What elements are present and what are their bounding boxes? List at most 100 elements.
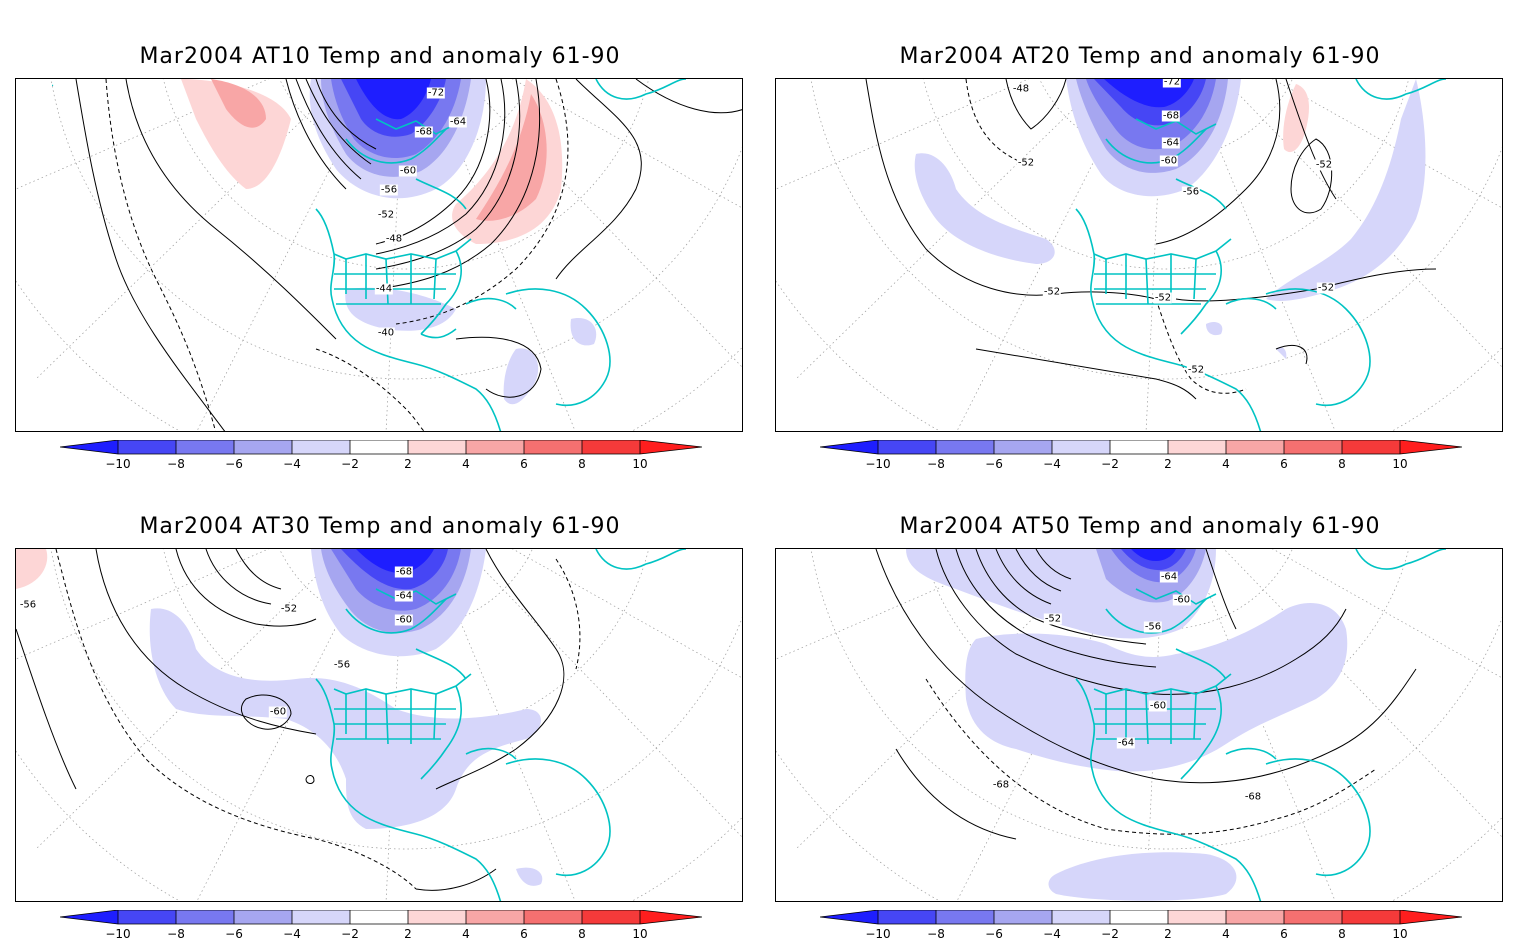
contour-label: -52 (1186, 364, 1206, 376)
colorbar-tick: −6 (225, 457, 243, 471)
panel-title: Mar2004 AT50 Temp and anomaly 61-90 (899, 514, 1381, 539)
contour-label: -48 (1011, 83, 1031, 95)
colorbar-tick: 10 (632, 457, 648, 471)
map-svg (16, 549, 742, 901)
map-at30: -56 -68 -64 -60 -52 -56 -60 (15, 548, 743, 902)
contour-label: -40 (376, 327, 396, 339)
panel-title: Mar2004 AT30 Temp and anomaly 61-90 (139, 514, 621, 539)
contour-label: -60 (1172, 594, 1192, 606)
anomaly-shading (906, 549, 1348, 901)
map-svg: · (16, 79, 742, 431)
coastlines (1075, 79, 1447, 431)
colorbar-tick: 2 (404, 927, 412, 941)
contour-label: -64 (1159, 571, 1179, 583)
panel-title: Mar2004 AT10 Temp and anomaly 61-90 (139, 44, 621, 69)
contour-label: -52 (1153, 292, 1173, 304)
colorbar: −10 −8 −6 −4 −2 2 4 6 8 10 (60, 440, 702, 471)
contour-label: -72 (426, 87, 446, 99)
colorbar-tick: 4 (1222, 457, 1230, 471)
colorbar: −10 −8 −6 −4 −2 2 4 6 8 10 (820, 440, 1462, 471)
colorbar-tick: 8 (1338, 927, 1346, 941)
colorbar-tick: 10 (1392, 457, 1408, 471)
contour-label: -56 (1143, 621, 1163, 633)
colorbar-svg (820, 910, 1462, 925)
colorbar-tick: 2 (404, 457, 412, 471)
colorbar-tick: −10 (105, 457, 131, 471)
temperature-contours (16, 549, 581, 891)
coastlines (1075, 549, 1447, 901)
map-svg (776, 79, 1502, 431)
colorbar-tick: −2 (1101, 457, 1119, 471)
coastlines (315, 549, 687, 901)
contour-label: -56 (1181, 186, 1201, 198)
contour-label: -68 (394, 566, 414, 578)
colorbar-tick: −4 (1043, 927, 1061, 941)
panel-at50: Mar2004 AT50 Temp and anomaly 61-90 (760, 470, 1520, 941)
colorbar-tick: −8 (167, 927, 185, 941)
contour-label: -72 (1162, 78, 1182, 88)
contour-label: -52 (1316, 282, 1336, 294)
contour-label: -52 (1043, 613, 1063, 625)
colorbar-tick: 4 (462, 457, 470, 471)
map-at50: -64 -60 -56 -52 -60 -64 -68 -68 (775, 548, 1503, 902)
contour-label: -64 (448, 116, 468, 128)
temperature-contours (875, 549, 1417, 840)
colorbar-tick: 10 (1392, 927, 1408, 941)
colorbar-tick: 6 (520, 927, 528, 941)
contour-label: -56 (18, 599, 38, 611)
contour-label: -68 (1243, 791, 1263, 803)
contour-label: -68 (414, 126, 434, 138)
anomaly-shading (914, 79, 1426, 359)
panel-at30: Mar2004 AT30 Temp and anomaly 61-90 (0, 470, 760, 941)
colorbar-tick: −2 (1101, 927, 1119, 941)
colorbar-tick: −4 (283, 457, 301, 471)
colorbar-tick: −4 (283, 927, 301, 941)
colorbar: −10 −8 −6 −4 −2 2 4 6 8 10 (820, 910, 1462, 941)
colorbar-tick: −6 (225, 927, 243, 941)
map-at20: -48 -72 -68 -64 -60 -56 -52 -52 -52 -52 … (775, 78, 1503, 432)
colorbar-tick: 10 (632, 927, 648, 941)
colorbar-svg (820, 440, 1462, 455)
panel-at20: Mar2004 AT20 Temp and anomaly 61-90 (760, 0, 1520, 471)
contour-label: -68 (991, 779, 1011, 791)
colorbar-tick: 2 (1164, 927, 1172, 941)
colorbar-tick: −8 (927, 927, 945, 941)
colorbar-tick: −2 (341, 927, 359, 941)
contour-label: -52 (279, 603, 299, 615)
panel-title: Mar2004 AT20 Temp and anomaly 61-90 (899, 44, 1381, 69)
svg-text:·: · (51, 81, 54, 92)
colorbar-tick: −6 (985, 457, 1003, 471)
contour-label: -68 (1161, 110, 1181, 122)
contour-label: -64 (1161, 137, 1181, 149)
contour-label: -44 (374, 283, 394, 295)
contour-label: -60 (1159, 155, 1179, 167)
colorbar-tick: 2 (1164, 457, 1172, 471)
colorbar-tick: 6 (520, 457, 528, 471)
contour-label: -60 (268, 706, 288, 718)
contour-label: -60 (398, 165, 418, 177)
colorbar-tick: −10 (865, 927, 891, 941)
contour-label: -64 (1116, 737, 1136, 749)
contour-label: -52 (376, 209, 396, 221)
colorbar-tick: −10 (105, 927, 131, 941)
contour-label: -56 (379, 184, 399, 196)
contour-label: -60 (394, 614, 414, 626)
colorbar-svg (60, 910, 702, 925)
colorbar-tick: 4 (1222, 927, 1230, 941)
contour-label: -52 (1042, 286, 1062, 298)
map-svg (776, 549, 1502, 901)
colorbar-tick: −8 (927, 457, 945, 471)
contour-label: -52 (1016, 157, 1036, 169)
colorbar-tick: −2 (341, 457, 359, 471)
colorbar-tick: 4 (462, 927, 470, 941)
temperature-contours (865, 79, 1437, 400)
colorbar-tick: −8 (167, 457, 185, 471)
contour-label: -52 (1314, 159, 1334, 171)
colorbar-svg (60, 440, 702, 455)
colorbar-tick: −10 (865, 457, 891, 471)
colorbar-tick: 8 (1338, 457, 1346, 471)
colorbar-tick: −6 (985, 927, 1003, 941)
colorbar-tick: 6 (1280, 927, 1288, 941)
map-at10: · -72 -64 -68 -60 -56 -52 -48 -44 -40 (15, 78, 743, 432)
colorbar-tick: 6 (1280, 457, 1288, 471)
